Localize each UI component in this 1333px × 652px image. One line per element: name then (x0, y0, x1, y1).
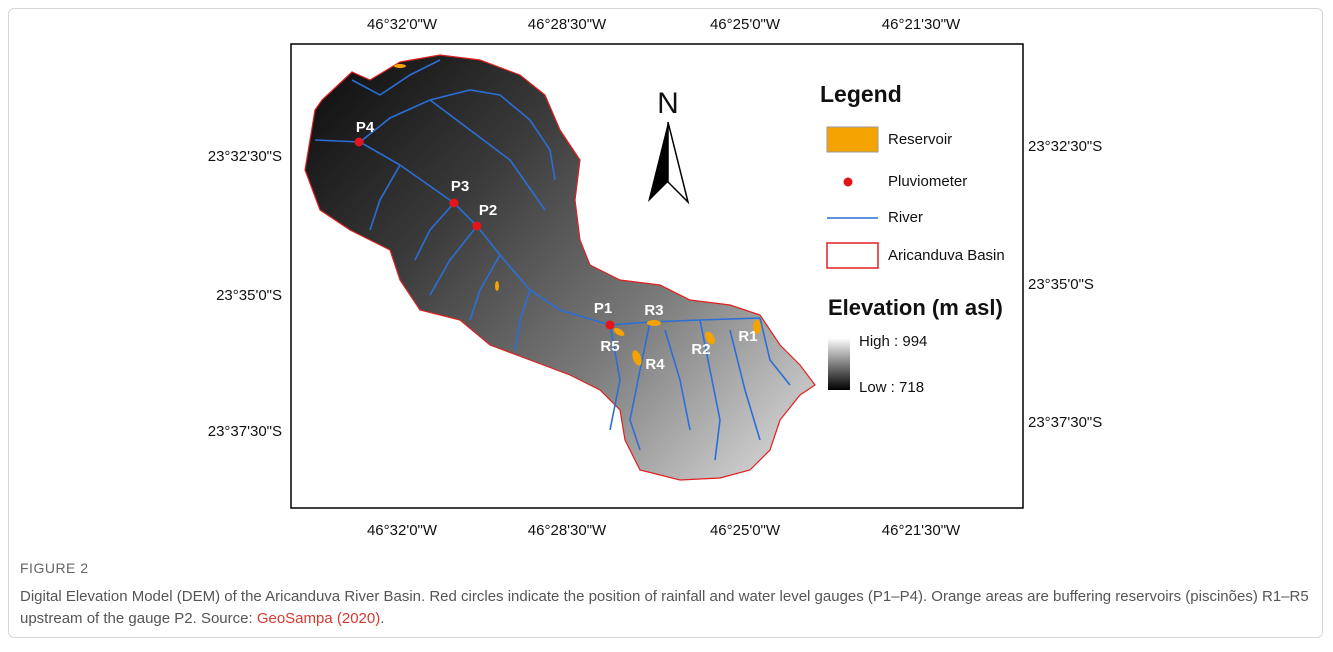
legend-title: Legend (820, 81, 902, 107)
y-coordinate-label: 23°35'0"S (1028, 276, 1094, 293)
x-coordinate-label: 46°32'0"W (367, 522, 438, 539)
y-coordinate-label: 23°37'30"S (1028, 414, 1102, 431)
legend-label: Pluviometer (888, 173, 967, 190)
x-coordinate-label: 46°25'0"W (710, 16, 781, 33)
x-coordinate-label: 46°25'0"W (710, 522, 781, 539)
y-coordinate-label: 23°37'30"S (208, 423, 282, 440)
y-coordinate-label: 23°32'30"S (208, 148, 282, 165)
gauge (355, 138, 364, 147)
legend-label: Reservoir (888, 131, 952, 148)
reservoir-label: R2 (691, 341, 710, 358)
page: P1 P2 P3 P4 R1 R2 R3 R4 R5 N Legend Rese… (0, 0, 1333, 652)
legend-swatch (827, 243, 878, 268)
gauge (473, 222, 482, 231)
y-coordinate-label: 23°35'0"S (216, 287, 282, 304)
x-coordinate-label: 46°32'0"W (367, 16, 438, 33)
gauge (606, 321, 615, 330)
x-coordinate-label: 46°28'30"W (528, 522, 607, 539)
x-coordinate-label: 46°21'30"W (882, 16, 961, 33)
reservoir (394, 64, 406, 68)
x-coordinate-label: 46°21'30"W (882, 522, 961, 539)
elevation-low: Low : 718 (859, 379, 924, 396)
north-label: N (657, 87, 679, 120)
map: P1 P2 P3 P4 R1 R2 R3 R4 R5 N Legend Rese… (0, 0, 1333, 560)
x-coordinate-label: 46°28'30"W (528, 16, 607, 33)
gauge (450, 199, 459, 208)
legend-swatch (844, 178, 853, 187)
caption-text: Digital Elevation Model (DEM) of the Ari… (20, 588, 1309, 627)
reservoir-label: R5 (600, 338, 619, 355)
gauge-label: P3 (451, 178, 469, 195)
figure-caption: Digital Elevation Model (DEM) of the Ari… (20, 586, 1310, 630)
gauge-label: P1 (594, 300, 612, 317)
elevation-ramp (828, 338, 850, 390)
reservoir-label: R3 (644, 302, 663, 319)
source-link[interactable]: GeoSampa (2020) (257, 610, 380, 627)
caption-end: . (380, 610, 384, 627)
y-coordinate-label: 23°32'30"S (1028, 138, 1102, 155)
legend-label: Aricanduva Basin (888, 247, 1005, 264)
legend-label: River (888, 209, 923, 226)
elevation-high: High : 994 (859, 333, 927, 350)
reservoir (647, 320, 661, 326)
reservoir-label: R4 (645, 356, 665, 373)
gauge-label: P4 (356, 119, 375, 136)
reservoir (495, 281, 499, 291)
gauge-label: P2 (479, 202, 497, 219)
reservoir-label: R1 (738, 328, 757, 345)
figure-label: FIGURE 2 (20, 560, 89, 576)
legend-swatch (827, 127, 878, 152)
elevation-title: Elevation (m asl) (828, 295, 1003, 320)
